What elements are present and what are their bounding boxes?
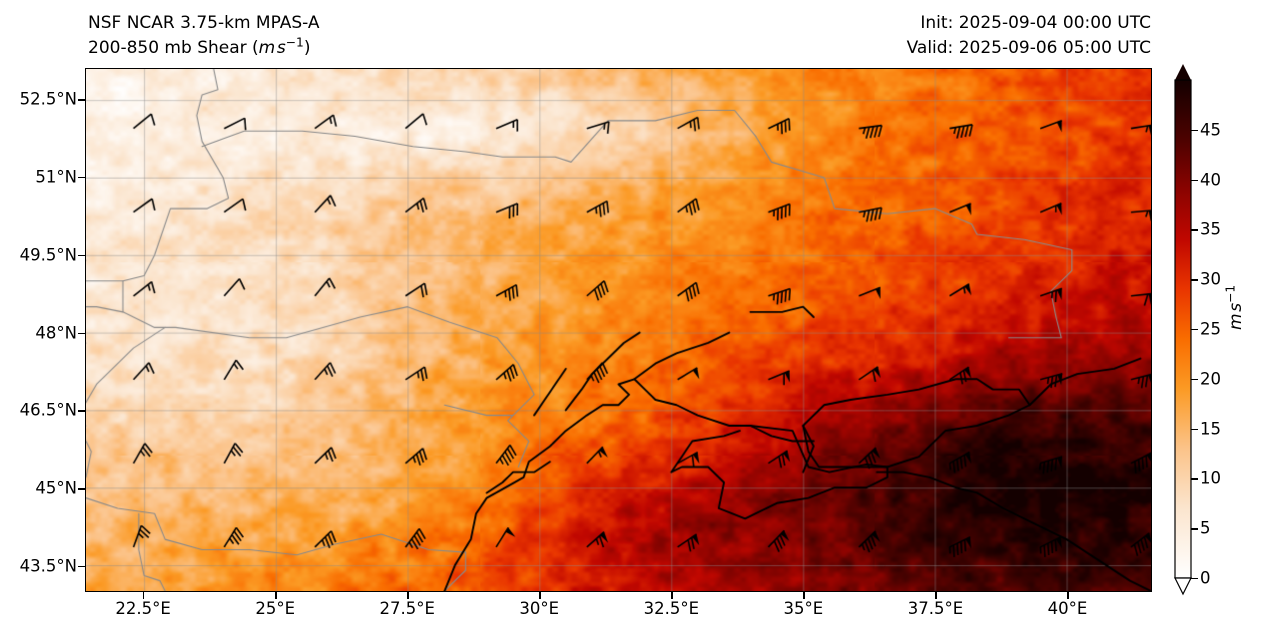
y-tick-label: 45°N — [35, 478, 77, 498]
y-tick-label: 52.5°N — [19, 89, 77, 109]
colorbar-tick-mark — [1191, 129, 1198, 132]
colorbar-body — [1174, 79, 1192, 579]
colorbar-tick-label: 15 — [1200, 419, 1221, 439]
y-tick-mark — [78, 566, 85, 568]
colorbar-unit-label: m s−1 — [1223, 284, 1246, 330]
colorbar-unit-exponent: −1 — [1223, 284, 1238, 303]
colorbar-tick-label: 40 — [1200, 170, 1221, 190]
y-tick-label: 49.5°N — [19, 245, 77, 265]
colorbar-tick-label: 35 — [1200, 219, 1221, 239]
colorbar-tick-mark — [1191, 478, 1198, 480]
colorbar-gradient — [1174, 64, 1192, 596]
colorbar-unit-m: m — [1226, 313, 1246, 330]
x-tick-label: 35°E — [783, 599, 824, 618]
y-tick-label: 46.5°N — [19, 400, 77, 420]
colorbar-tick-mark — [1191, 229, 1198, 231]
x-tick-label: 30°E — [519, 599, 560, 618]
y-tick-mark — [78, 176, 85, 179]
y-tick-label: 51°N — [35, 167, 77, 187]
colorbar-tick-label: 20 — [1200, 369, 1221, 389]
y-tick-mark — [78, 410, 85, 412]
colorbar-tick-mark — [1191, 329, 1198, 331]
colorbar-tick-label: 30 — [1200, 269, 1221, 289]
y-tick-label: 43.5°N — [19, 556, 77, 576]
colorbar-max-extension — [1175, 64, 1191, 80]
x-tick-mark — [935, 592, 937, 599]
field-name-prefix: 200-850 mb Shear ( — [88, 38, 259, 58]
y-tick-mark — [78, 254, 85, 257]
init-time-label: Init: 2025-09-04 00:00 UTC — [920, 13, 1151, 33]
colorbar-tick-label: 5 — [1200, 518, 1211, 538]
y-tick-mark — [78, 99, 85, 101]
figure-title-right: Init: 2025-09-04 00:00 UTC Valid: 2025-0… — [907, 11, 1151, 61]
x-tick-label: 25°E — [255, 599, 295, 618]
shear-heatmap-canvas — [86, 69, 1151, 591]
colorbar-min-extension — [1174, 577, 1192, 596]
colorbar — [1174, 64, 1192, 596]
map-plot-area — [85, 68, 1152, 592]
valid-time-label: Valid: 2025-09-06 05:00 UTC — [906, 38, 1151, 58]
x-tick-label: 40°E — [1047, 599, 1088, 618]
colorbar-tick-label: 25 — [1200, 319, 1221, 339]
figure-title-left: NSF NCAR 3.75-km MPAS-A 200-850 mb Shear… — [88, 11, 320, 61]
colorbar-unit-s: s — [1226, 302, 1246, 312]
y-tick-mark — [78, 332, 85, 334]
x-tick-label: 27.5°E — [379, 599, 435, 618]
x-tick-mark — [407, 592, 409, 599]
colorbar-tick-mark — [1191, 279, 1198, 281]
x-tick-mark — [803, 592, 805, 599]
field-name-line: 200-850 mb Shear (m s−1) — [88, 36, 320, 61]
colorbar-tick-mark — [1191, 428, 1198, 430]
x-tick-label: 32.5°E — [643, 599, 700, 618]
colorbar-tick-label: 45 — [1200, 120, 1221, 140]
x-tick-mark — [539, 592, 541, 599]
colorbar-tick-mark — [1191, 578, 1198, 580]
x-tick-mark — [275, 592, 277, 599]
y-tick-label: 48°N — [35, 323, 77, 343]
unit-s: s — [276, 38, 286, 58]
x-tick-label: 37.5°E — [907, 599, 964, 618]
colorbar-tick-mark — [1191, 179, 1198, 181]
unit-exponent: −1 — [285, 35, 304, 50]
y-tick-mark — [78, 488, 85, 490]
model-name-line: NSF NCAR 3.75-km MPAS-A — [88, 13, 320, 33]
x-tick-mark — [1067, 592, 1069, 599]
colorbar-tick-mark — [1191, 528, 1198, 530]
x-tick-mark — [671, 592, 673, 599]
colorbar-tick-label: 10 — [1200, 468, 1221, 488]
colorbar-tick-mark — [1191, 378, 1198, 381]
x-tick-label: 22.5°E — [115, 599, 171, 618]
colorbar-tick-label: 0 — [1200, 568, 1211, 588]
unit-m: m — [258, 38, 276, 58]
field-name-suffix: ) — [303, 38, 311, 58]
x-tick-mark — [143, 592, 145, 599]
